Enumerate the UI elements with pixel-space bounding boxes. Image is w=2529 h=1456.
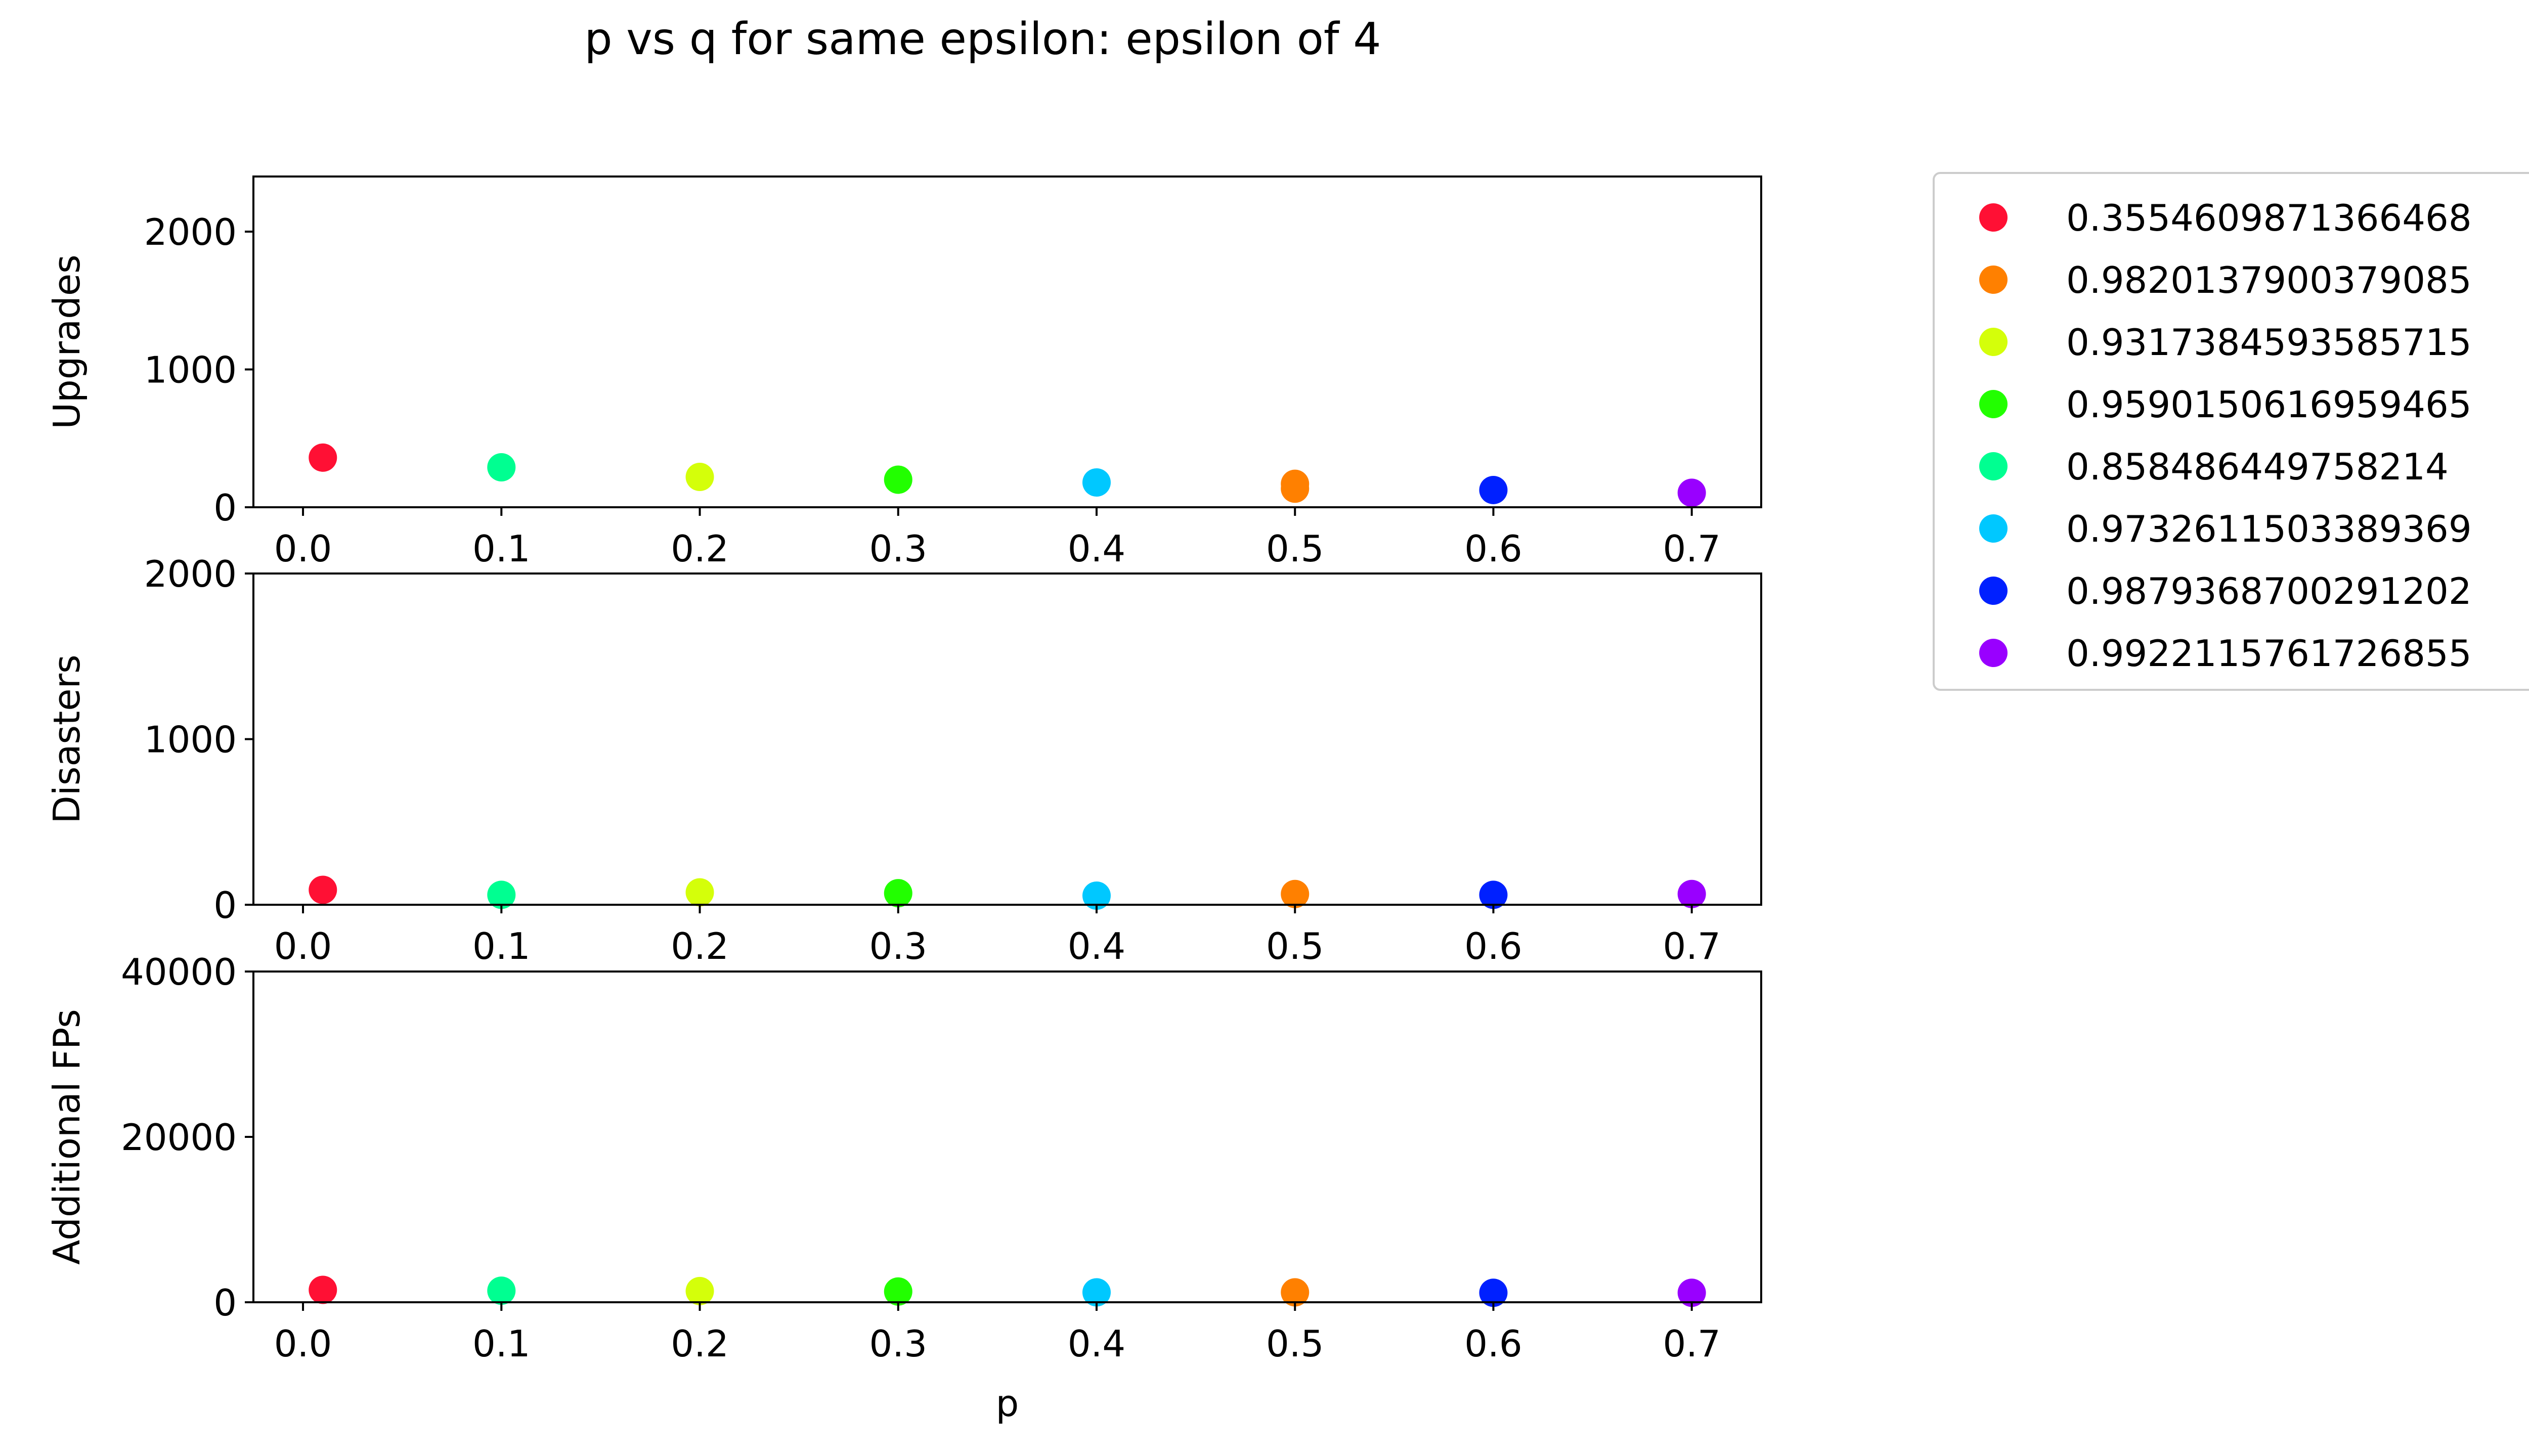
additional-fps-axes: 0.0 0.1 0.2 0.3 0.4 0.5 0.6 0.7 0 20000 40000 Addit… [46, 951, 1762, 1425]
legend: 0.3554609871366468 0.9820137900379085 0.93… [1933, 172, 2529, 691]
disasters-point-2 [685, 878, 714, 907]
disasters-xtick-label-4: 0.4 [1068, 925, 1126, 967]
additional-fps-ytick-label-1: 20000 [121, 1116, 237, 1159]
additional-fps-point-2 [685, 1276, 714, 1305]
disasters-point-0 [309, 875, 337, 904]
subplots: 0.0 0.1 0.2 0.3 0.4 0.5 0.6 0.7 0 1000 2000 Upgrade… [46, 175, 1762, 1425]
upgrades-ytick-label-1: 1000 [144, 349, 237, 391]
legend-label-1: 0.9820137900379085 [2066, 259, 2472, 301]
legend-marker-3 [1979, 390, 2008, 418]
additional-fps-xtick-label-1: 0.1 [472, 1322, 531, 1365]
additional-fps-point-5 [1281, 1278, 1310, 1307]
additional-fps-xtick-label-4: 0.4 [1068, 1322, 1126, 1365]
additional-fps-ylabel: Additional FPs [46, 1009, 88, 1264]
upgrades-ytick-label-2: 2000 [144, 211, 237, 253]
disasters-xtick-label-0: 0.0 [274, 925, 332, 967]
chart-title: p vs q for same epsilon: epsilon of 4 [584, 13, 1381, 65]
disasters-xtick-label-6: 0.6 [1464, 925, 1522, 967]
disasters-xtick-label-5: 0.5 [1266, 925, 1324, 967]
disasters-ytick-label-1: 1000 [144, 719, 237, 761]
upgrades-ytick-label-0: 0 [213, 487, 237, 529]
disasters-ytick-label-2: 2000 [144, 553, 237, 595]
legend-marker-7 [1979, 639, 2008, 667]
disasters-point-1 [487, 880, 516, 909]
upgrades-xtick-label-5: 0.5 [1266, 527, 1324, 570]
additional-fps-point-1 [487, 1276, 516, 1305]
additional-fps-frame [252, 970, 1762, 1303]
upgrades-point-2 [685, 463, 714, 492]
disasters-xtick-label-3: 0.3 [869, 925, 928, 967]
additional-fps-ytick-label-2: 40000 [121, 951, 237, 993]
disasters-xtick-label-2: 0.2 [671, 925, 729, 967]
disasters-xtick-label-1: 0.1 [472, 925, 531, 967]
legend-label-6: 0.9879368700291202 [2066, 570, 2472, 612]
upgrades-axes: 0.0 0.1 0.2 0.3 0.4 0.5 0.6 0.7 0 1000 2000 Upgrade… [46, 175, 1762, 570]
legend-label-7: 0.9922115761726855 [2066, 632, 2472, 675]
upgrades-point-1 [487, 453, 516, 481]
additional-fps-point-4 [1082, 1278, 1111, 1307]
additional-fps-xtick-label-5: 0.5 [1266, 1322, 1324, 1365]
legend-marker-1 [1979, 266, 2008, 294]
upgrades-xtick-label-0: 0.0 [274, 527, 332, 570]
additional-fps-xtick-label-7: 0.7 [1663, 1322, 1721, 1365]
disasters-ytick-label-0: 0 [213, 884, 237, 926]
disasters-point-7 [1677, 879, 1706, 908]
additional-fps-point-0 [309, 1275, 337, 1304]
legend-label-5: 0.9732611503389369 [2066, 508, 2472, 550]
disasters-ylabel: Disasters [46, 654, 88, 823]
upgrades-xtick-label-3: 0.3 [869, 527, 928, 570]
legend-label-0: 0.3554609871366468 [2066, 197, 2472, 239]
upgrades-xtick-label-4: 0.4 [1068, 527, 1126, 570]
legend-frame [1933, 172, 2529, 691]
disasters-point-6 [1479, 880, 1508, 909]
legend-marker-6 [1979, 577, 2008, 605]
legend-label-4: 0.858486449758214 [2066, 446, 2449, 488]
legend-marker-0 [1979, 203, 2008, 232]
additional-fps-point-6 [1479, 1278, 1508, 1307]
additional-fps-ytick-label-0: 0 [213, 1282, 237, 1324]
upgrades-xtick-label-7: 0.7 [1663, 527, 1721, 570]
upgrades-frame [252, 175, 1762, 508]
upgrades-xtick-label-1: 0.1 [472, 527, 531, 570]
additional-fps-xtick-label-6: 0.6 [1464, 1322, 1522, 1365]
upgrades-point-7 [1479, 475, 1508, 504]
upgrades-xtick-label-6: 0.6 [1464, 527, 1522, 570]
additional-fps-xlabel: p [996, 1382, 1019, 1425]
upgrades-point-8 [1677, 478, 1706, 507]
additional-fps-xtick-label-3: 0.3 [869, 1322, 928, 1365]
legend-label-3: 0.9590150616959465 [2066, 383, 2472, 426]
legend-label-2: 0.9317384593585715 [2066, 321, 2472, 364]
disasters-frame [252, 572, 1762, 906]
upgrades-point-3 [884, 465, 912, 494]
disasters-point-5 [1281, 879, 1310, 908]
upgrades-point-0 [309, 443, 337, 472]
legend-marker-5 [1979, 514, 2008, 543]
legend-marker-4 [1979, 452, 2008, 480]
additional-fps-xtick-label-2: 0.2 [671, 1322, 729, 1365]
upgrades-point-4 [1082, 468, 1111, 497]
upgrades-xtick-label-2: 0.2 [671, 527, 729, 570]
disasters-axes: 0.0 0.1 0.2 0.3 0.4 0.5 0.6 0.7 0 1000 2000 Disaste… [46, 553, 1762, 967]
disasters-point-4 [1082, 881, 1111, 910]
disasters-xtick-label-7: 0.7 [1663, 925, 1721, 967]
upgrades-point-6 [1281, 474, 1310, 503]
legend-marker-2 [1979, 328, 2008, 356]
additional-fps-point-7 [1677, 1278, 1706, 1307]
disasters-point-3 [884, 879, 912, 908]
additional-fps-point-3 [884, 1277, 912, 1306]
upgrades-ylabel: Upgrades [46, 254, 88, 429]
additional-fps-xtick-label-0: 0.0 [274, 1322, 332, 1365]
